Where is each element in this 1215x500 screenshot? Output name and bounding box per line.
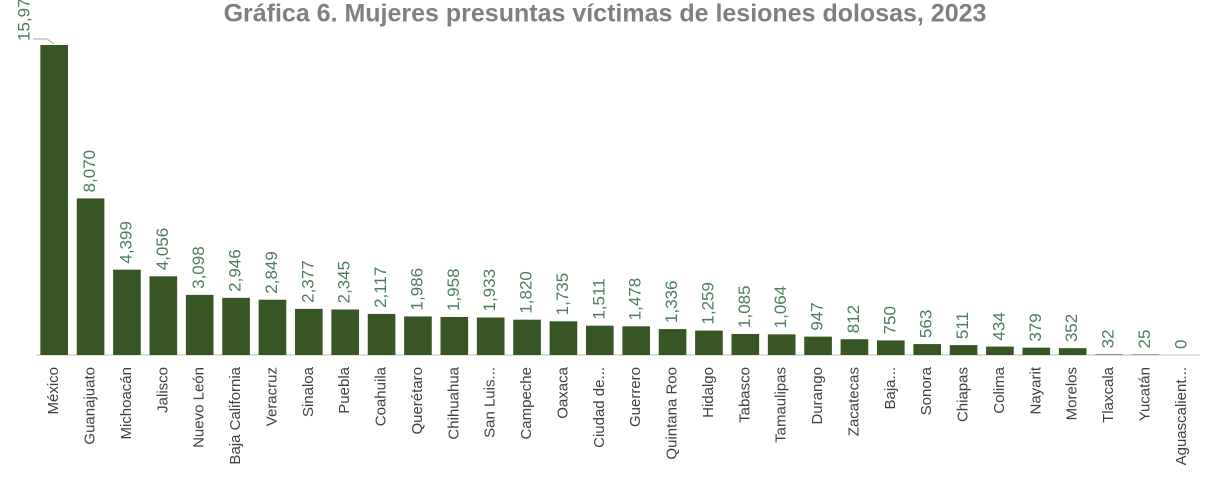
x-tick-label: Nayarit: [1027, 366, 1044, 414]
bar: [585, 325, 614, 355]
bar: [40, 45, 69, 355]
value-label: 15,976: [15, 0, 34, 41]
x-tick-label: Sinaloa: [300, 366, 317, 417]
value-label: 1,735: [553, 273, 572, 316]
bar: [804, 336, 832, 355]
value-label: 812: [844, 305, 863, 333]
value-label: 3,098: [189, 246, 208, 289]
value-label: 25: [1135, 330, 1154, 349]
bar: [331, 309, 360, 355]
x-tick-label: Baja...: [882, 367, 899, 410]
x-tick-label: Morelos: [1064, 367, 1081, 420]
x-tick-label: Coahuila: [373, 366, 390, 426]
bar: [404, 316, 432, 355]
x-tick-label: Veracruz: [263, 367, 280, 426]
bar: [1095, 354, 1123, 355]
bar: [767, 334, 796, 355]
value-label: 511: [953, 312, 972, 339]
x-tick-label: Sonora: [918, 366, 935, 415]
value-label: 2,849: [262, 251, 281, 294]
x-tick-label: Baja California: [227, 366, 244, 464]
bar: [622, 326, 651, 355]
value-label: 1,064: [771, 286, 790, 329]
value-label: 8,070: [80, 150, 99, 193]
bar: [185, 294, 214, 355]
bar: [476, 317, 505, 355]
bar: [258, 299, 287, 355]
x-tick-label: Chiapas: [955, 367, 972, 422]
x-tick-label: Tamaulipas: [773, 367, 790, 443]
value-label: 563: [917, 310, 936, 338]
bar: [549, 321, 578, 355]
x-tick-label: San Luis...: [482, 367, 499, 438]
bar: [1022, 347, 1051, 355]
x-tick-label: Chihuahua: [445, 366, 462, 439]
x-tick-label: Oaxaca: [554, 366, 571, 418]
bar: [1058, 348, 1087, 355]
value-label: 1,511: [589, 278, 608, 319]
bar: [695, 330, 723, 355]
x-tick-label: Michoacán: [118, 367, 135, 440]
bar: [986, 346, 1014, 355]
bar: [367, 313, 396, 355]
x-tick-label: Ciudad de...: [591, 367, 608, 448]
value-label: 32: [1099, 329, 1118, 348]
value-label: 1,085: [735, 285, 754, 328]
bar: [222, 297, 250, 355]
value-label: 2,345: [335, 261, 354, 304]
bar: [913, 344, 942, 355]
value-label: 4,056: [153, 228, 172, 271]
value-label: 1,958: [444, 268, 463, 311]
value-label: 2,377: [298, 260, 317, 303]
value-label: 1,259: [698, 282, 717, 325]
x-tick-label: Nuevo León: [191, 367, 208, 448]
x-tick-label: Guanajuato: [82, 367, 99, 445]
x-tick-label: Quintana Roo: [664, 367, 681, 460]
value-label: 1,933: [480, 269, 499, 312]
x-tick-label: Tabasco: [736, 367, 753, 423]
x-tick-label: Hidalgo: [700, 367, 717, 418]
x-tick-label: Colima: [991, 366, 1008, 413]
x-tick-label: Puebla: [336, 366, 353, 413]
x-tick-label: Yucatán: [1136, 367, 1153, 421]
bar: [731, 333, 760, 355]
x-tick-label: Tlaxcala: [1100, 366, 1117, 423]
value-label: 2,117: [371, 267, 390, 308]
value-label: 1,336: [662, 281, 681, 324]
x-tick-label: Durango: [809, 367, 826, 425]
value-label: 4,399: [116, 221, 135, 264]
value-label: 379: [1026, 313, 1045, 341]
x-tick-label: Jalisco: [154, 367, 171, 413]
value-label: 0: [1171, 340, 1190, 349]
bar: [513, 319, 541, 355]
bar: [658, 329, 687, 355]
bar: [294, 308, 323, 355]
x-tick-label: Querétaro: [409, 367, 426, 435]
value-label: 750: [880, 306, 899, 334]
value-label: 1,478: [626, 278, 645, 321]
bar: [149, 276, 178, 355]
bar: [113, 269, 141, 355]
value-label: 1,986: [407, 268, 426, 311]
chart-title: Gráfica 6. Mujeres presuntas víctimas de…: [224, 0, 987, 28]
bar: [949, 345, 978, 355]
x-tick-label: Campeche: [518, 367, 535, 440]
value-label: 2,946: [226, 249, 245, 292]
value-label: 947: [808, 302, 827, 330]
bar: [440, 317, 469, 355]
bar: [876, 340, 905, 355]
leader-line: [33, 38, 55, 45]
value-label: 434: [989, 312, 1008, 340]
value-label: 1,820: [517, 271, 536, 314]
x-tick-label: México: [45, 367, 62, 415]
x-tick-label: Guerrero: [627, 367, 644, 427]
x-tick-label: Aguascalient...: [1173, 367, 1190, 465]
value-label: 352: [1062, 314, 1081, 342]
bar: [76, 198, 105, 355]
x-tick-label: Zacatecas: [845, 367, 862, 436]
bar: [840, 339, 869, 355]
